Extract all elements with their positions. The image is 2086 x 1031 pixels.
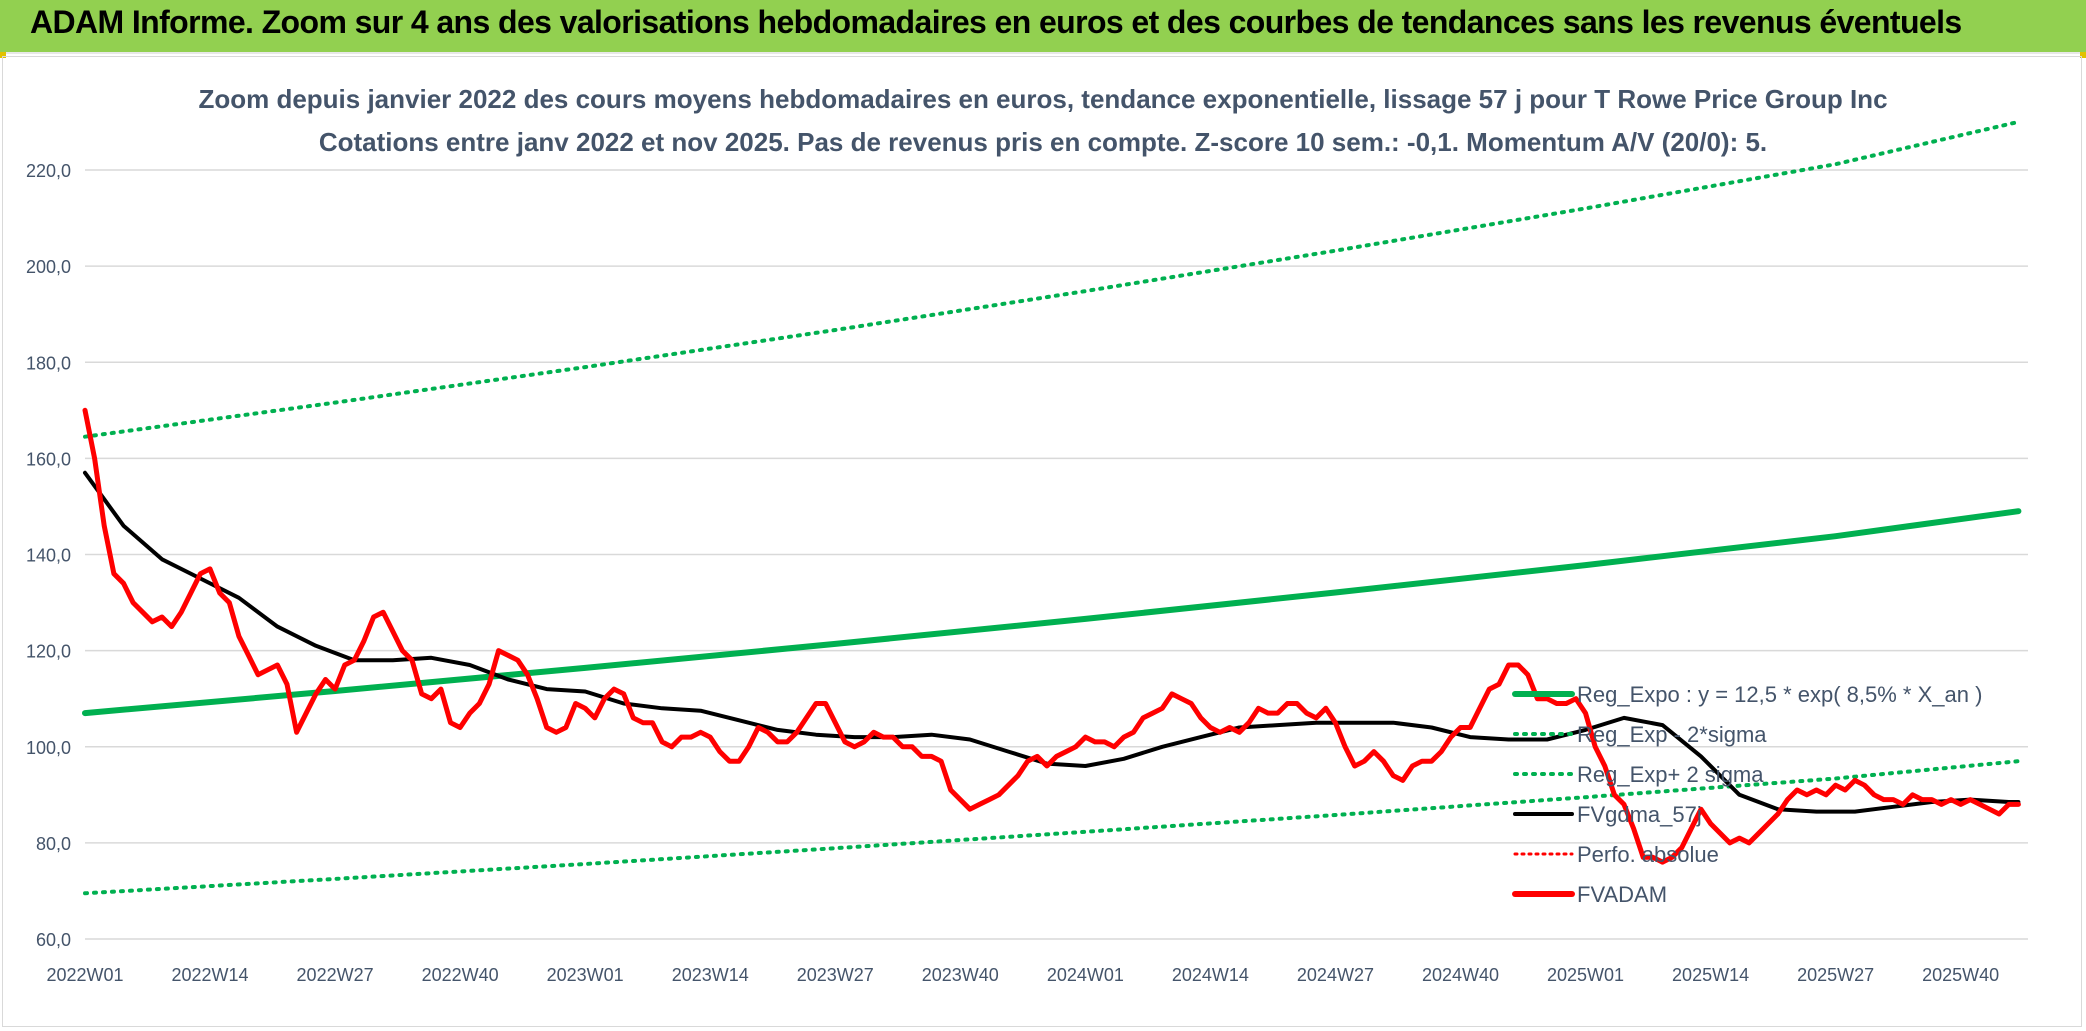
x-tick-label: 2022W01: [46, 965, 123, 985]
x-tick-label: 2025W27: [1797, 965, 1874, 985]
legend-label: Reg_Expo : y = 12,5 * exp( 8,5% * X_an ): [1577, 682, 1982, 707]
y-axis-ticks: 60,0 80,0 100,0 120,0 140,0 160,0 180,0 200,0 22…: [26, 161, 71, 950]
series-line: [83, 759, 2021, 896]
y-tick-label: 180,0: [26, 353, 71, 373]
corner-marker-right: [2080, 52, 2086, 58]
x-tick-label: 2024W27: [1297, 965, 1374, 985]
y-tick-label: 60,0: [36, 930, 71, 950]
x-tick-label: 2022W14: [172, 965, 249, 985]
y-tick-label: 120,0: [26, 642, 71, 662]
series-line: [82, 407, 2021, 865]
y-tick-label: 220,0: [26, 161, 71, 181]
legend-label: Reg_Exp+ 2 sigma: [1577, 762, 1764, 787]
x-tick-label: 2023W14: [672, 965, 749, 985]
legend-label: Reg_Exp - 2*sigma: [1577, 722, 1767, 747]
chart-frame: [2, 56, 2082, 1027]
x-tick-label: 2023W27: [797, 965, 874, 985]
banner: ADAM Informe. Zoom sur 4 ans des valoris…: [0, 0, 2086, 54]
x-tick-label: 2024W14: [1172, 965, 1249, 985]
gridlines: [85, 169, 2028, 940]
x-axis-ticks: 2022W01 2022W14 2022W27 2022W40 2023W01 2023W…: [46, 965, 1999, 985]
y-tick-label: 200,0: [26, 257, 71, 277]
x-tick-label: 2023W01: [547, 965, 624, 985]
chart-title: Zoom depuis janvier 2022 des cours moyen…: [198, 84, 1887, 114]
y-tick-label: 80,0: [36, 834, 71, 854]
legend: Reg_Expo : y = 12,5 * exp( 8,5% * X_an )…: [1512, 682, 1982, 907]
legend-label: Perfo. absolue: [1577, 842, 1719, 867]
series-line: [83, 119, 2021, 439]
x-tick-label: 2025W01: [1547, 965, 1624, 985]
series-lines: [82, 119, 2022, 896]
chart-subtitle: Cotations entre janv 2022 et nov 2025. P…: [319, 127, 1767, 157]
x-tick-label: 2025W40: [1922, 965, 1999, 985]
y-tick-label: 160,0: [26, 449, 71, 469]
x-tick-label: 2023W40: [922, 965, 999, 985]
corner-marker-left: [0, 52, 6, 58]
y-tick-label: 100,0: [26, 738, 71, 758]
x-tick-label: 2024W40: [1422, 965, 1499, 985]
y-tick-label: 140,0: [26, 546, 71, 566]
x-tick-label: 2022W27: [297, 965, 374, 985]
x-tick-label: 2025W14: [1672, 965, 1749, 985]
x-tick-label: 2022W40: [422, 965, 499, 985]
banner-title: ADAM Informe. Zoom sur 4 ans des valoris…: [30, 4, 1962, 40]
legend-label: FVADAM: [1577, 882, 1667, 907]
legend-label: FVgdma_57j: [1577, 802, 1702, 827]
x-tick-label: 2024W01: [1047, 965, 1124, 985]
